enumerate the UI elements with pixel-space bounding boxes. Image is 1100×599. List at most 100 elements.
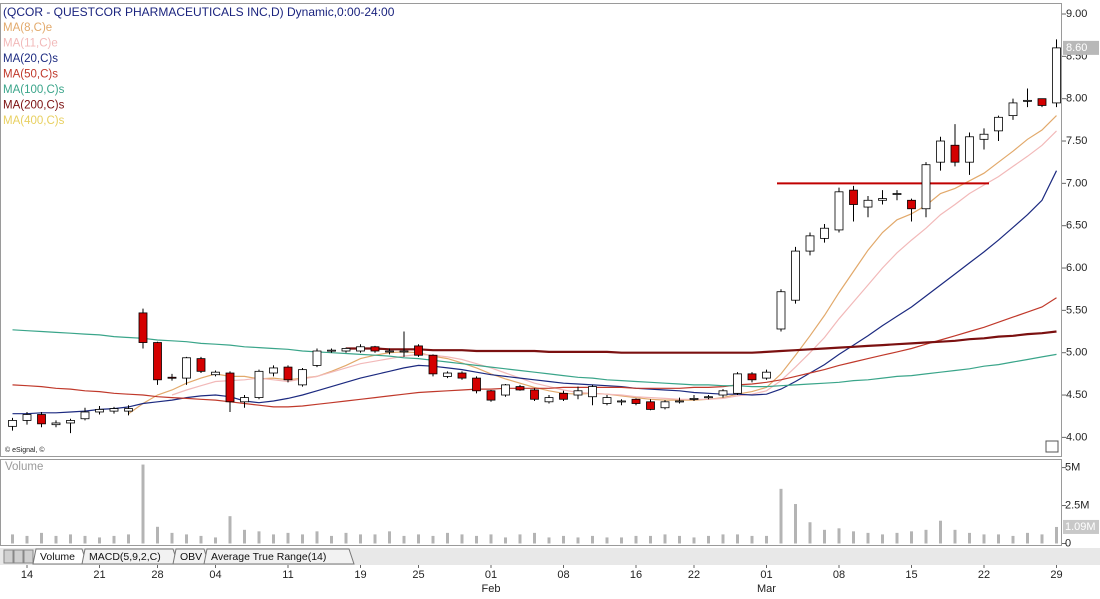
volume-bar <box>141 464 145 544</box>
candle-body <box>341 348 351 352</box>
x-tick-label: 14 <box>21 569 33 581</box>
volume-bar <box>866 532 870 544</box>
y-tick-label: 5.50 <box>1066 304 1087 316</box>
candle-body <box>762 371 771 379</box>
volume-bar <box>315 531 319 544</box>
volume-bar <box>591 535 594 544</box>
volume-bar <box>1011 535 1015 544</box>
moving-average <box>12 329 1057 388</box>
legend-entry: MA(200,C)s <box>3 100 65 112</box>
candle-body <box>182 357 191 379</box>
x-tick-label: 29 <box>1050 569 1062 581</box>
volume-bar <box>997 534 1000 544</box>
volume-bar <box>547 537 551 544</box>
x-month-label: Mar <box>757 583 776 595</box>
tab-scroll-buttons[interactable] <box>3 549 34 564</box>
volume-bar <box>460 534 464 544</box>
candle-body <box>472 377 481 392</box>
candle-body <box>1023 99 1032 102</box>
volume-bar <box>939 520 942 544</box>
candle-body <box>254 370 264 398</box>
volume-bar <box>808 522 812 544</box>
candle-body <box>965 136 974 163</box>
volume-bar <box>185 534 188 544</box>
candle-body <box>298 369 307 386</box>
candle-body <box>1008 102 1018 117</box>
volume-bar <box>765 535 768 544</box>
candle-body <box>240 397 249 403</box>
candle-body <box>211 371 220 376</box>
x-tick-label: 04 <box>209 569 221 581</box>
tab-label[interactable]: Average True Range(14) <box>211 551 326 563</box>
volume-bar <box>533 532 536 544</box>
candle-body <box>805 235 815 252</box>
candle-body <box>820 227 829 239</box>
tab[interactable] <box>203 548 355 565</box>
candle-body <box>124 408 133 412</box>
candle-body <box>515 386 525 391</box>
legend-entry: MA(400,C)s <box>3 115 65 127</box>
y-tick-label: 7.00 <box>1066 177 1087 189</box>
volume-bar <box>692 537 696 544</box>
moving-average <box>171 130 1057 400</box>
volume-panel <box>0 459 1062 546</box>
y-tick-label: 8.00 <box>1066 93 1087 105</box>
volume-bar <box>98 537 101 544</box>
candle-body <box>936 140 945 163</box>
candle-body <box>573 390 583 396</box>
volume-bar <box>1055 526 1058 544</box>
candle-body <box>95 409 104 413</box>
candle-body <box>1052 47 1061 104</box>
scroll-left[interactable] <box>3 549 14 564</box>
volume-bar <box>881 534 884 544</box>
volume-bar <box>678 535 681 544</box>
volume-bar <box>910 531 913 544</box>
x-tick-label: 25 <box>412 569 424 581</box>
candle-body <box>892 193 902 195</box>
volume-bar <box>924 529 928 544</box>
volume-bar <box>634 535 638 544</box>
candle-body <box>907 199 916 210</box>
volume-bar <box>518 534 522 544</box>
tab-label[interactable]: Volume <box>40 551 75 563</box>
chart-title: (QCOR - QUESTCOR PHARMACEUTICALS INC,D) … <box>3 5 395 19</box>
volume-bar <box>257 531 261 544</box>
volume-bar <box>69 534 72 544</box>
volume-bar <box>736 534 739 544</box>
moving-average <box>346 330 1057 354</box>
volume-bar <box>373 534 377 544</box>
y-tick-label: 4.00 <box>1066 431 1087 443</box>
x-tick-label: 28 <box>151 569 163 581</box>
volume-bar <box>779 488 783 544</box>
volume-bar <box>83 535 87 544</box>
candle-body <box>167 376 177 379</box>
x-tick-label: 08 <box>557 569 569 581</box>
volume-bar <box>402 535 406 544</box>
candle-body <box>80 411 90 420</box>
scroll-left-step[interactable] <box>13 549 24 564</box>
tab-label[interactable]: OBV <box>180 551 202 563</box>
legend-entry: MA(50,C)s <box>3 69 58 81</box>
scroll-right-step[interactable] <box>23 549 34 564</box>
legend-entry: MA(100,C)s <box>3 84 65 96</box>
candle-body <box>791 250 800 301</box>
moving-average <box>12 170 1058 415</box>
candle-body <box>733 373 742 394</box>
x-tick-label: 21 <box>93 569 105 581</box>
candle-body <box>486 390 496 401</box>
volume-bar <box>707 535 710 544</box>
candle-body <box>385 350 394 353</box>
candle-body <box>849 189 858 205</box>
x-tick-label: 11 <box>282 569 293 581</box>
volume-bar <box>170 532 174 544</box>
candle-body <box>631 398 641 404</box>
tab-label[interactable]: MACD(5,9,2,C) <box>89 551 161 563</box>
y-tick-label: 4.50 <box>1066 389 1087 401</box>
volume-bar <box>272 534 275 544</box>
volume-bar <box>489 534 493 544</box>
candle-body <box>22 414 32 421</box>
volume-bar <box>475 535 478 544</box>
last-price-box <box>1063 40 1099 55</box>
corner-icon[interactable] <box>1045 440 1059 453</box>
volume-value-box <box>1063 519 1099 534</box>
